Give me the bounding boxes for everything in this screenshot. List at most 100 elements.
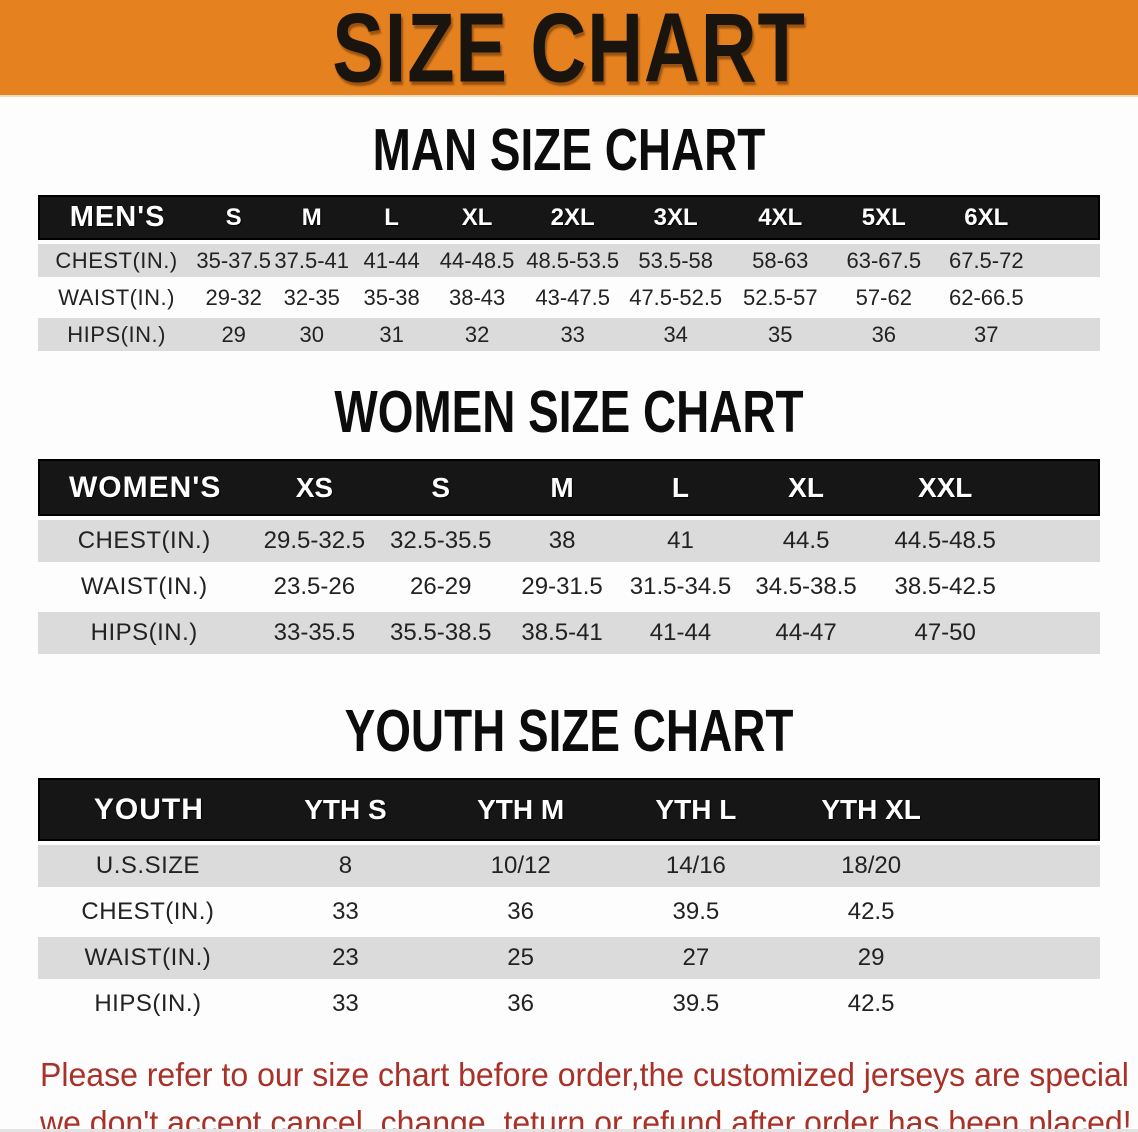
size-value-cell: 18/20 — [841, 852, 902, 879]
size-value-cell: 41 — [667, 527, 694, 554]
spacer-cell — [959, 891, 1100, 933]
row-label-cell: WAIST(IN.) — [58, 284, 175, 310]
women-section-heading-text: WOMEN SIZE CHART — [334, 379, 804, 445]
size-value-cell: 29 — [221, 321, 246, 347]
size-value-cell: 62-66.5 — [948, 284, 1024, 310]
size-header-cell: L — [351, 195, 432, 240]
size-header-cell: M — [503, 459, 622, 516]
size-value-cell: 25 — [507, 944, 534, 971]
size-value-cell: 32-35 — [283, 284, 340, 310]
size-value-cell: 41-44 — [363, 247, 420, 273]
men-section-heading-text: MAN SIZE CHART — [372, 117, 766, 183]
disclaimer-line-1: Please refer to our size chart before or… — [40, 1056, 1138, 1093]
women-chest-row: CHEST(IN.) 29.5-32.5 32.5-35.5 38 41 44.… — [38, 520, 1100, 562]
size-value-cell: 47.5-52.5 — [629, 284, 723, 310]
spacer-cell — [1018, 459, 1100, 516]
row-label-cell: CHEST(IN.) — [55, 247, 178, 273]
size-header-cell: 3XL — [623, 195, 729, 240]
row-label-cell: HIPS(IN.) — [90, 619, 198, 646]
spacer-cell — [1037, 281, 1100, 314]
size-value-cell: 44-47 — [775, 619, 837, 646]
size-value-cell: 38.5-42.5 — [894, 573, 996, 600]
size-value-cell: 32.5-35.5 — [390, 527, 492, 554]
size-value-cell: 37 — [974, 321, 999, 347]
spacer-cell — [1037, 318, 1100, 351]
size-value-cell: 33 — [332, 898, 359, 925]
size-value-cell: 35 — [768, 321, 793, 347]
size-value-cell: 31 — [379, 321, 404, 347]
row-label-cell: U.S.SIZE — [95, 852, 200, 879]
size-header-cell: 2XL — [522, 195, 624, 240]
youth-category-header: YOUTH — [38, 778, 258, 841]
size-value-cell: 29.5-32.5 — [263, 527, 366, 554]
size-value-cell: 33 — [332, 990, 359, 1017]
spacer-cell — [1037, 244, 1100, 277]
size-header-cell: YTH M — [433, 778, 609, 841]
size-value-cell: 32 — [464, 321, 490, 347]
women-waist-row: WAIST(IN.) 23.5-26 26-29 29-31.5 31.5-34… — [38, 566, 1100, 608]
size-value-cell: 53.5-58 — [638, 247, 713, 273]
size-value-cell: 36 — [507, 898, 534, 925]
size-header-cell: S — [195, 195, 273, 240]
size-value-cell: 29-32 — [205, 284, 262, 310]
size-header-cell: XS — [250, 459, 379, 516]
row-label-cell: WAIST(IN.) — [80, 573, 208, 600]
size-header-cell: XXL — [872, 459, 1019, 516]
size-value-cell: 23 — [332, 944, 359, 971]
size-value-cell: 27 — [682, 944, 710, 971]
size-value-cell: 47-50 — [914, 619, 976, 646]
size-header-cell: 5XL — [832, 195, 936, 240]
youth-waist-row: WAIST(IN.) 23 25 27 29 — [38, 937, 1100, 979]
women-hips-row: HIPS(IN.) 33-35.5 35.5-38.5 38.5-41 41-4… — [38, 612, 1100, 654]
size-value-cell: 67.5-72 — [948, 247, 1024, 273]
size-value-cell: 34.5-38.5 — [755, 573, 857, 600]
spacer-cell — [959, 983, 1100, 1025]
men-waist-row: WAIST(IN.) 29-32 32-35 35-38 38-43 43-47… — [38, 281, 1100, 314]
men-hips-row: HIPS(IN.) 29 30 31 32 33 34 35 36 37 — [38, 318, 1100, 351]
men-section-heading: MAN SIZE CHART — [0, 117, 1138, 183]
spacer-cell — [1018, 520, 1100, 562]
size-value-cell: 31.5-34.5 — [629, 573, 732, 600]
row-label-cell: WAIST(IN.) — [84, 944, 212, 971]
size-value-cell: 37.5-41 — [274, 247, 350, 273]
size-value-cell: 30 — [299, 321, 324, 347]
size-header-cell: YTH S — [257, 778, 434, 841]
size-value-cell: 33 — [560, 321, 585, 347]
disclaimer-text: Please refer to our size chart before or… — [40, 1051, 1138, 1129]
spacer-cell — [959, 937, 1100, 979]
women-category-header: WOMEN'S — [38, 459, 251, 516]
size-value-cell: 39.5 — [672, 898, 720, 925]
men-size-table: MEN'S S M L XL 2XL 3XL 4XL 5XL 6XL CHEST… — [38, 191, 1100, 355]
youth-chest-row: CHEST(IN.) 33 36 39.5 42.5 — [38, 891, 1100, 933]
banner: SIZE CHART — [0, 0, 1138, 97]
women-size-table: WOMEN'S XS S M L XL XXL CHEST(IN.) 29.5-… — [38, 455, 1100, 658]
size-value-cell: 57-62 — [855, 284, 912, 310]
size-value-cell: 52.5-57 — [742, 284, 818, 310]
size-value-cell: 34 — [663, 321, 688, 347]
size-header-cell: M — [272, 195, 352, 240]
youth-header-row: YOUTH YTH S YTH M YTH L YTH XL — [38, 778, 1100, 841]
size-value-cell: 29 — [857, 944, 885, 971]
row-label-cell: HIPS(IN.) — [94, 990, 202, 1017]
size-header-cell: YTH XL — [783, 778, 959, 841]
size-value-cell: 38.5-41 — [521, 619, 603, 646]
row-label-cell: CHEST(IN.) — [81, 898, 215, 925]
size-value-cell: 35-37.5 — [196, 247, 271, 273]
men-chest-row: CHEST(IN.) 35-37.5 37.5-41 41-44 44-48.5… — [38, 244, 1100, 277]
size-header-cell: S — [378, 459, 504, 516]
size-value-cell: 38 — [548, 527, 576, 554]
size-value-cell: 42.5 — [847, 990, 895, 1017]
size-value-cell: 39.5 — [672, 990, 720, 1017]
size-value-cell: 8 — [338, 852, 353, 879]
women-section-heading: WOMEN SIZE CHART — [0, 379, 1138, 445]
spacer-cell — [1018, 612, 1100, 654]
youth-section-heading-text: YOUTH SIZE CHART — [344, 698, 794, 764]
size-header-cell: 6XL — [935, 195, 1038, 240]
size-value-cell: 10/12 — [490, 852, 551, 879]
youth-hips-row: HIPS(IN.) 33 36 39.5 42.5 — [38, 983, 1100, 1025]
size-header-cell: XL — [739, 459, 873, 516]
men-header-row: MEN'S S M L XL 2XL 3XL 4XL 5XL 6XL — [38, 195, 1100, 240]
size-value-cell: 44.5-48.5 — [894, 527, 996, 554]
spacer-cell — [1037, 195, 1100, 240]
size-value-cell: 42.5 — [847, 898, 895, 925]
